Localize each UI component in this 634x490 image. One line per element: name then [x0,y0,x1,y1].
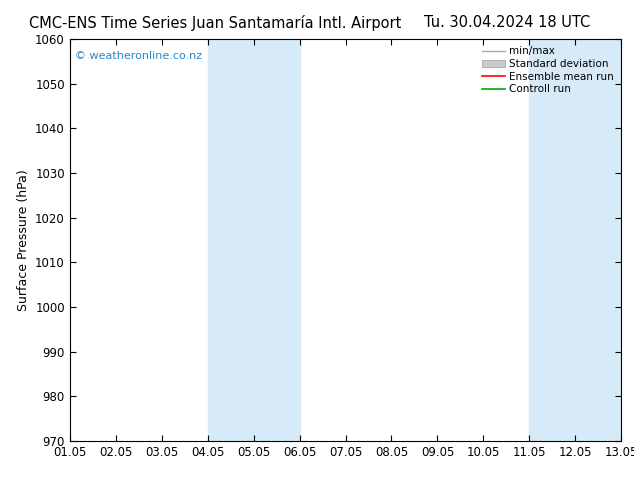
Text: Tu. 30.04.2024 18 UTC: Tu. 30.04.2024 18 UTC [424,15,590,30]
Text: CMC-ENS Time Series Juan Santamaría Intl. Airport: CMC-ENS Time Series Juan Santamaría Intl… [29,15,402,31]
Legend: min/max, Standard deviation, Ensemble mean run, Controll run: min/max, Standard deviation, Ensemble me… [478,42,618,98]
Text: © weatheronline.co.nz: © weatheronline.co.nz [75,51,202,61]
Y-axis label: Surface Pressure (hPa): Surface Pressure (hPa) [16,169,30,311]
Bar [529,39,621,441]
Bar [207,39,299,441]
